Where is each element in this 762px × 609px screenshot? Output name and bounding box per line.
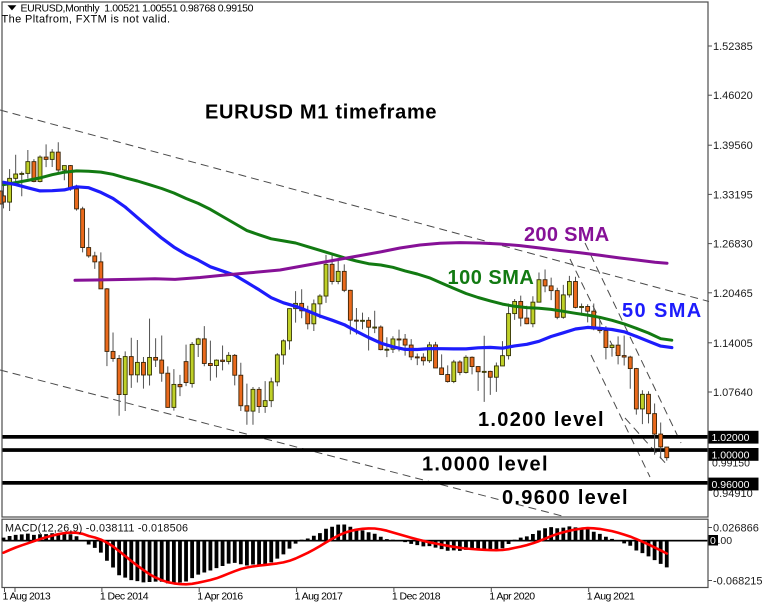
svg-text:1.0200 level: 1.0200 level (478, 409, 605, 431)
svg-text:1 Aug 2021: 1 Aug 2021 (587, 591, 635, 603)
svg-text:1.52385: 1.52385 (713, 41, 753, 53)
svg-text:The Pltafrom, FXTM is not vali: The Pltafrom, FXTM is not valid. (2, 14, 171, 26)
svg-text:50 SMA: 50 SMA (622, 300, 703, 322)
svg-text:0.9600 level: 0.9600 level (502, 487, 629, 509)
svg-text:MACD(12,26,9) -0.038111 -0.018: MACD(12,26,9) -0.038111 -0.018506 (5, 523, 188, 535)
svg-text:1.00000: 1.00000 (712, 449, 750, 461)
svg-text:1.07640: 1.07640 (713, 387, 753, 399)
svg-text:1 Apr 2016: 1 Apr 2016 (197, 591, 243, 603)
svg-text:.00: .00 (718, 535, 733, 547)
svg-text:1.26830: 1.26830 (713, 239, 753, 251)
svg-text:-0.068215: -0.068215 (713, 576, 762, 588)
svg-text:1 Aug 2013: 1 Aug 2013 (3, 591, 51, 603)
svg-text:0: 0 (710, 535, 716, 547)
svg-text:1.33195: 1.33195 (713, 189, 753, 201)
svg-text:0.96000: 0.96000 (712, 479, 750, 491)
svg-text:1.46020: 1.46020 (713, 90, 753, 102)
svg-text:1 Dec 2018: 1 Dec 2018 (392, 591, 441, 603)
svg-text:1 Apr 2020: 1 Apr 2020 (489, 591, 535, 603)
svg-text:100 SMA: 100 SMA (448, 267, 535, 289)
svg-text:EURUSD,Monthly 1.00521 1.0055: EURUSD,Monthly 1.00521 1.00551 0.98768 0… (21, 3, 254, 15)
svg-text:1 Dec 2014: 1 Dec 2014 (100, 591, 149, 603)
svg-text:0.026866: 0.026866 (713, 523, 759, 535)
svg-text:1.20465: 1.20465 (713, 288, 753, 300)
svg-text:1 Aug 2017: 1 Aug 2017 (295, 591, 343, 603)
svg-text:1.02000: 1.02000 (712, 432, 750, 444)
svg-text:1.39560: 1.39560 (713, 140, 753, 152)
svg-text:1.0000 level: 1.0000 level (422, 454, 549, 476)
svg-text:1.14005: 1.14005 (713, 338, 753, 350)
svg-text:EURUSD M1 timeframe: EURUSD M1 timeframe (205, 102, 437, 124)
svg-text:200 SMA: 200 SMA (524, 224, 609, 246)
svg-text:0.94910: 0.94910 (713, 488, 753, 500)
